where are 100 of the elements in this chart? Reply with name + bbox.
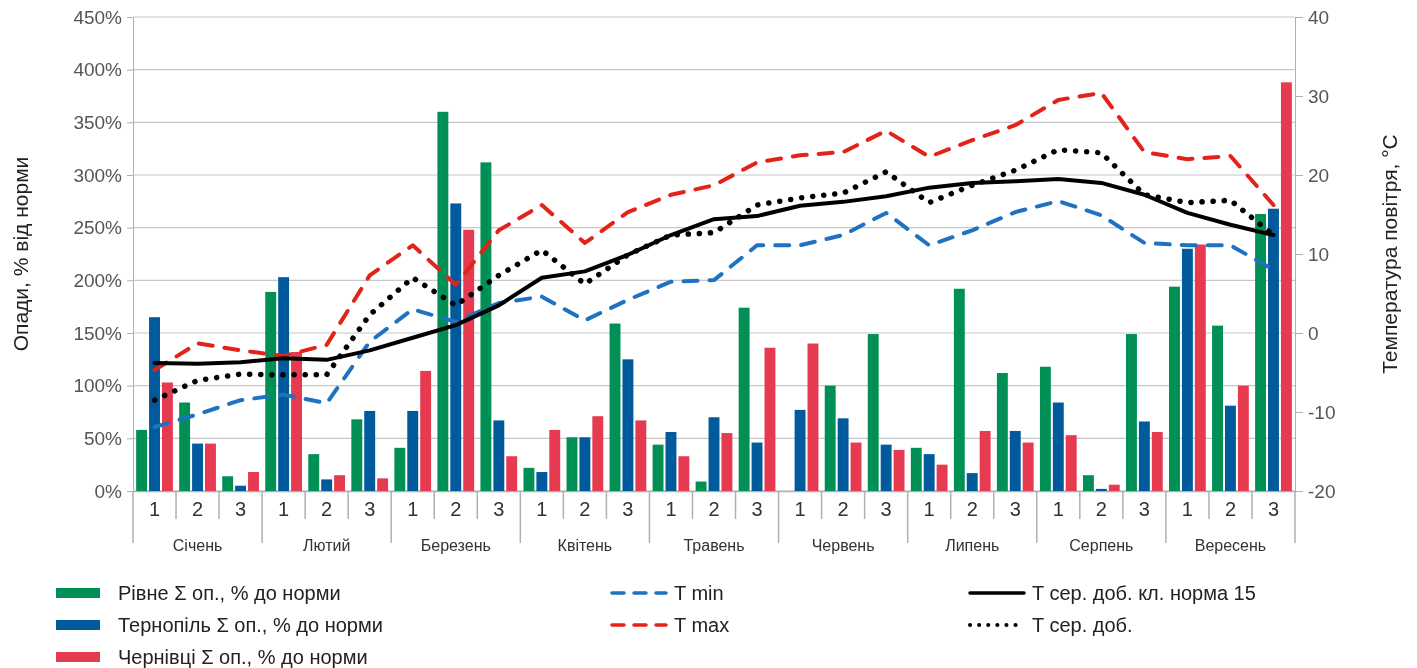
- bar: [235, 485, 247, 491]
- y-tick-label: 400%: [73, 59, 123, 81]
- legend-label: Рівне Σ оп., % до норми: [118, 582, 341, 604]
- text: Червень: [811, 537, 875, 554]
- bar: [893, 449, 905, 491]
- legend-label: T сер. доб.: [1032, 614, 1133, 636]
- bar: [377, 478, 389, 491]
- x-tick-label: 1: [407, 498, 419, 520]
- bar: [592, 416, 604, 491]
- x-tick-label: 1: [278, 498, 290, 520]
- x-tick-label: 1: [536, 498, 548, 520]
- bar: [1022, 442, 1034, 491]
- bar: [536, 472, 548, 491]
- bar: [1039, 366, 1051, 491]
- bar: [549, 429, 561, 491]
- y2-tick-label: -10: [1308, 401, 1336, 423]
- bar: [996, 373, 1008, 491]
- x-tick-label: 1: [1052, 498, 1064, 520]
- bar: [1194, 244, 1206, 491]
- bar: [764, 347, 776, 491]
- bar: [480, 162, 492, 491]
- bar: [923, 454, 935, 491]
- bar: [1181, 248, 1193, 491]
- legend-label: T min: [674, 582, 724, 604]
- x-tick-label: 2: [708, 498, 720, 520]
- bar: [566, 437, 578, 491]
- legend-label: T max: [674, 614, 730, 636]
- y2-axis-title: Температура повітря, °C: [1378, 134, 1401, 374]
- bar: [308, 454, 320, 491]
- bar: [1151, 432, 1163, 491]
- y-tick-label: 200%: [73, 269, 123, 291]
- bar: [1224, 405, 1236, 491]
- text: Вересень: [1194, 537, 1267, 554]
- bar: [867, 334, 879, 491]
- y2-tick-label: 10: [1308, 243, 1330, 265]
- x-tick-label: 3: [1009, 498, 1021, 520]
- bar: [450, 203, 462, 491]
- text: Березень: [420, 537, 491, 554]
- y-tick-label: 50%: [83, 427, 123, 449]
- bar: [523, 467, 535, 491]
- bar: [1052, 402, 1064, 491]
- x-tick-label: 2: [1224, 498, 1237, 520]
- bar: [609, 323, 621, 491]
- bar: [824, 385, 836, 491]
- bar: [463, 229, 475, 491]
- bar: [1237, 385, 1249, 491]
- x-tick-label: 3: [622, 498, 634, 520]
- bar: [738, 307, 750, 491]
- x-tick-label: 3: [1138, 498, 1150, 520]
- x-tick-label: 3: [1267, 498, 1280, 520]
- bar: [351, 419, 363, 491]
- x-tick-label: 2: [1095, 498, 1107, 520]
- bar: [407, 410, 419, 491]
- y2-tick-label: 20: [1308, 164, 1330, 186]
- bar: [265, 291, 277, 491]
- bar: [850, 442, 862, 491]
- text: Лютий: [302, 537, 351, 554]
- x-tick-label: 3: [235, 498, 247, 520]
- x-tick-label: 2: [579, 498, 591, 520]
- bar: [1255, 213, 1267, 491]
- bar: [1268, 208, 1279, 491]
- text: Липень: [945, 537, 1000, 554]
- y-tick-label: 250%: [73, 217, 123, 239]
- bar: [1138, 421, 1150, 491]
- bar: [222, 476, 234, 491]
- x-tick-label: 2: [966, 498, 978, 520]
- x-tick-label: 1: [923, 498, 935, 520]
- y2-tick-label: -20: [1308, 480, 1336, 502]
- bar: [1126, 334, 1137, 491]
- x-tick-label: 3: [880, 498, 892, 520]
- y-axis-title: Опади, % від норми: [9, 156, 32, 352]
- bar: [751, 442, 763, 491]
- y-tick-label: 150%: [73, 322, 123, 344]
- bar: [652, 444, 664, 491]
- legend-label: Тернопіль Σ оп., % до норми: [118, 614, 383, 636]
- legend-label: Чернівці Σ оп., % до норми: [118, 646, 368, 668]
- bar: [179, 402, 191, 491]
- bar: [437, 111, 449, 491]
- bar: [493, 420, 505, 491]
- bar: [321, 479, 333, 491]
- y2-tick-label: 0: [1308, 322, 1319, 344]
- line-series: [152, 90, 1276, 373]
- x-tick-label: 1: [794, 498, 806, 520]
- bar: [1108, 484, 1120, 491]
- bar: [1095, 488, 1107, 491]
- bar: [910, 447, 922, 491]
- bar: [579, 437, 591, 491]
- y2-tick-label: 40: [1308, 6, 1330, 28]
- x-tick-label: 2: [321, 498, 333, 520]
- bar: [837, 418, 849, 491]
- bar: [966, 473, 978, 491]
- bar: [979, 430, 991, 491]
- bar: [635, 420, 647, 491]
- y2-tick-label: 30: [1308, 85, 1330, 107]
- bar: [149, 317, 160, 491]
- bar: [1009, 430, 1021, 491]
- x-tick-label: 1: [665, 498, 677, 520]
- bar: [721, 433, 733, 491]
- bar: [161, 382, 173, 491]
- bar: [248, 472, 259, 491]
